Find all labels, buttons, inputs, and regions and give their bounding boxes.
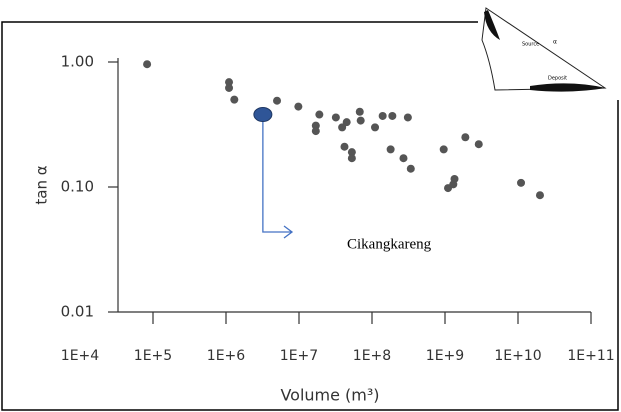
y-axis-label: tan α: [33, 165, 51, 204]
point: [439, 145, 448, 154]
x-tick-label: 1E+11: [567, 348, 614, 364]
annotation-label: Cikangkareng: [347, 236, 432, 252]
point: [388, 111, 397, 120]
inset-source: [484, 10, 500, 40]
point: [535, 191, 544, 200]
point: [450, 174, 459, 183]
point: [311, 121, 320, 130]
point: [355, 107, 364, 116]
point: [338, 123, 347, 132]
inset-label: Source: [522, 42, 539, 48]
x-tick-label: 1E+8: [353, 348, 391, 364]
point: [386, 145, 395, 154]
point: [378, 111, 387, 120]
inset-deposit: [530, 83, 606, 92]
y-tick-label: 0.01: [61, 303, 94, 321]
point: [347, 154, 356, 163]
point: [273, 96, 282, 105]
inset-slope: [481, 7, 607, 91]
point: [225, 83, 234, 92]
point: [347, 148, 356, 157]
x-tick-label: 1E+5: [134, 348, 172, 364]
point: [294, 102, 303, 111]
y-tick-label: 1.00: [61, 53, 94, 71]
point: [143, 60, 152, 69]
point: [311, 127, 320, 136]
point: [474, 140, 483, 149]
inset-label: α: [553, 39, 557, 46]
y-tick-label: 0.10: [61, 178, 94, 196]
annotation-arrow: [262, 120, 294, 239]
inset: Source Deposit α: [478, 0, 621, 100]
x-tick-label: 1E+9: [426, 348, 464, 364]
x-tick-label: 1E+10: [494, 348, 541, 364]
inset-label: Deposit: [548, 76, 567, 82]
highlight-point: [253, 107, 273, 123]
point: [340, 142, 349, 151]
x-axis-label: Volume (m³): [280, 386, 379, 405]
point: [342, 118, 351, 127]
point: [399, 154, 408, 163]
point: [230, 95, 239, 104]
point: [315, 110, 324, 119]
point: [331, 113, 340, 122]
x-tick-label: 1E+6: [207, 348, 245, 364]
x-tick-label: 1E+4: [61, 348, 99, 364]
point: [517, 178, 526, 187]
point: [406, 164, 415, 173]
point: [225, 78, 234, 87]
point: [356, 116, 365, 125]
point: [371, 123, 380, 132]
x-tick-label: 1E+7: [280, 348, 318, 364]
point: [403, 113, 412, 122]
point: [461, 133, 470, 142]
